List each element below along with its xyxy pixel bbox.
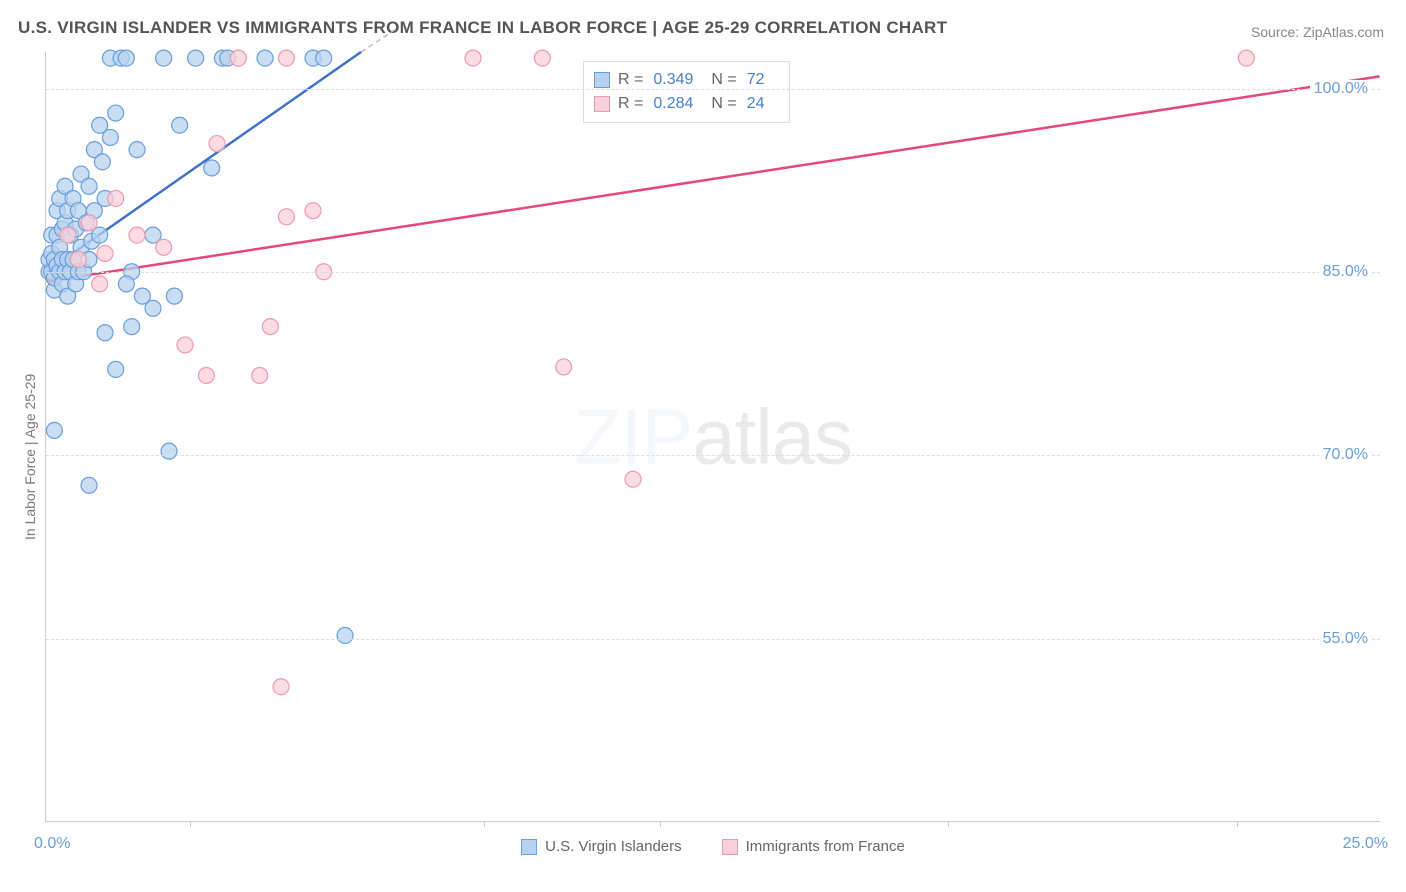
- legend-stats-row-pink: R = 0.284 N = 24: [594, 92, 775, 116]
- y-tick-label: 55.0%: [1319, 630, 1372, 648]
- data-point-blue: [129, 142, 145, 158]
- data-point-pink: [305, 203, 321, 219]
- data-point-pink: [70, 252, 86, 268]
- data-point-blue: [316, 50, 332, 66]
- legend-r-value-pink: 0.284: [653, 95, 693, 113]
- data-point-pink: [278, 209, 294, 225]
- data-point-pink: [230, 50, 246, 66]
- data-point-blue: [102, 129, 118, 145]
- x-tick: [484, 821, 485, 827]
- x-axis-first-tick-label: 0.0%: [34, 835, 70, 853]
- data-point-pink: [60, 227, 76, 243]
- legend-r-value-blue: 0.349: [653, 71, 693, 89]
- chart-title: U.S. VIRGIN ISLANDER VS IMMIGRANTS FROM …: [18, 18, 947, 38]
- data-point-pink: [92, 276, 108, 292]
- data-point-blue: [118, 276, 134, 292]
- data-point-blue: [118, 50, 134, 66]
- legend-stats-box: R = 0.349 N = 72 R = 0.284 N = 24: [583, 61, 790, 123]
- data-point-blue: [172, 117, 188, 133]
- y-axis-label: In Labor Force | Age 25-29: [22, 374, 38, 540]
- gridline-h: [46, 89, 1380, 90]
- data-point-pink: [97, 245, 113, 261]
- x-axis-last-tick-label: 25.0%: [1343, 835, 1388, 853]
- data-point-pink: [534, 50, 550, 66]
- x-tick: [948, 821, 949, 827]
- legend-n-value-blue: 72: [747, 71, 765, 89]
- data-point-pink: [129, 227, 145, 243]
- plot-area: ZIPatlas R = 0.349 N = 72 R = 0.284 N = …: [45, 52, 1380, 822]
- data-point-blue: [145, 300, 161, 316]
- x-tick: [190, 821, 191, 827]
- data-point-blue: [188, 50, 204, 66]
- legend-n-label: N =: [711, 95, 736, 113]
- bottom-legend-swatch-blue: [521, 839, 537, 855]
- data-point-blue: [81, 178, 97, 194]
- data-point-pink: [556, 359, 572, 375]
- gridline-h: [46, 455, 1380, 456]
- data-point-pink: [177, 337, 193, 353]
- data-point-blue: [108, 361, 124, 377]
- x-tick: [1237, 821, 1238, 827]
- scatter-chart-svg: [46, 52, 1380, 821]
- gridline-h: [46, 272, 1380, 273]
- data-point-pink: [262, 319, 278, 335]
- data-point-blue: [337, 627, 353, 643]
- data-point-blue: [108, 105, 124, 121]
- data-point-pink: [465, 50, 481, 66]
- source-attribution: Source: ZipAtlas.com: [1251, 24, 1384, 40]
- data-point-pink: [81, 215, 97, 231]
- bottom-legend: U.S. Virgin Islanders Immigrants from Fr…: [46, 838, 1380, 855]
- data-point-pink: [156, 239, 172, 255]
- legend-r-label: R =: [618, 71, 643, 89]
- bottom-legend-swatch-pink: [722, 839, 738, 855]
- data-point-blue: [46, 422, 62, 438]
- legend-n-value-pink: 24: [747, 95, 765, 113]
- data-point-blue: [161, 443, 177, 459]
- legend-swatch-blue: [594, 72, 610, 88]
- data-point-blue: [97, 325, 113, 341]
- bottom-legend-item-pink: Immigrants from France: [722, 838, 905, 855]
- data-point-blue: [166, 288, 182, 304]
- data-point-blue: [81, 477, 97, 493]
- x-tick: [660, 821, 661, 827]
- data-point-pink: [198, 367, 214, 383]
- data-point-pink: [209, 136, 225, 152]
- data-point-pink: [625, 471, 641, 487]
- data-point-pink: [273, 679, 289, 695]
- y-tick-label: 70.0%: [1319, 446, 1372, 464]
- data-point-pink: [108, 190, 124, 206]
- data-point-blue: [124, 319, 140, 335]
- data-point-pink: [278, 50, 294, 66]
- y-tick-label: 85.0%: [1319, 263, 1372, 281]
- legend-n-label: N =: [711, 71, 736, 89]
- legend-swatch-pink: [594, 96, 610, 112]
- data-point-blue: [204, 160, 220, 176]
- data-point-pink: [1238, 50, 1254, 66]
- bottom-legend-label-pink: Immigrants from France: [746, 838, 905, 855]
- bottom-legend-item-blue: U.S. Virgin Islanders: [521, 838, 681, 855]
- y-tick-label: 100.0%: [1310, 80, 1372, 98]
- gridline-h: [46, 639, 1380, 640]
- data-point-blue: [94, 154, 110, 170]
- data-point-blue: [257, 50, 273, 66]
- bottom-legend-label-blue: U.S. Virgin Islanders: [545, 838, 681, 855]
- data-point-pink: [252, 367, 268, 383]
- data-point-blue: [156, 50, 172, 66]
- legend-r-label: R =: [618, 95, 643, 113]
